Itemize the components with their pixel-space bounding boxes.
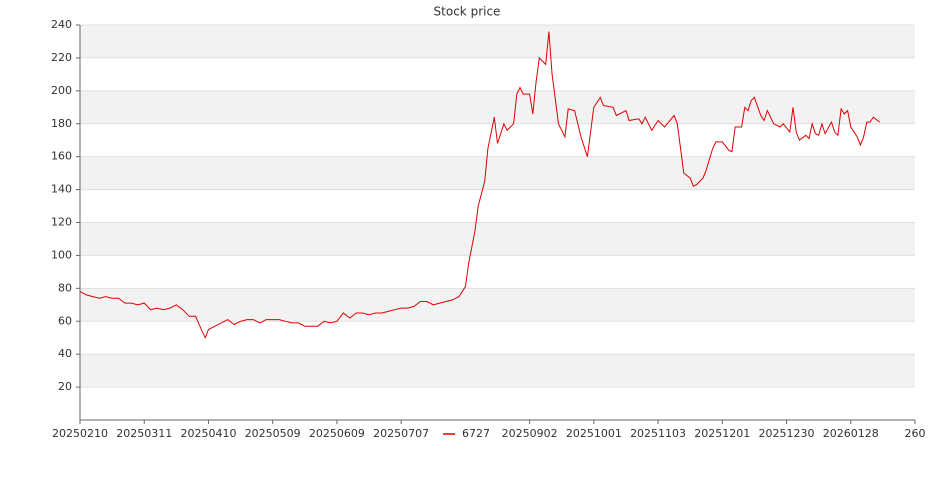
- x-tick-label: 20250210: [52, 427, 108, 440]
- grid: [80, 25, 915, 388]
- x-tick-label: 20250509: [245, 427, 301, 440]
- y-tick-label: 220: [51, 51, 72, 64]
- grid-band: [80, 354, 915, 388]
- y-tick-label: 180: [51, 117, 72, 130]
- y-tick-label: 160: [51, 150, 72, 163]
- grid-band: [80, 25, 915, 58]
- line: [79, 31, 881, 339]
- x-tick-label: 20251230: [759, 427, 815, 440]
- y-tick-label: 40: [58, 347, 72, 360]
- x-tick-label: 20250609: [309, 427, 365, 440]
- grid-band: [80, 222, 915, 256]
- x-tick-label: 20251001: [566, 427, 622, 440]
- grid-band: [80, 156, 915, 190]
- x-tick-label: 20250902: [502, 427, 558, 440]
- grid-band: [80, 288, 915, 322]
- x-tick-label: 20250311: [116, 427, 172, 440]
- chart-title: Stock price: [434, 5, 501, 19]
- y-tick-label: 240: [51, 18, 72, 31]
- y-tick-label: 20: [58, 380, 72, 393]
- x-tick-label: 20251201: [694, 427, 750, 440]
- legend-label: 6727: [462, 427, 490, 440]
- y-tick-label: 60: [58, 314, 72, 327]
- y-tick-label: 200: [51, 84, 72, 97]
- y-tick-label: 100: [51, 248, 72, 261]
- y-tick-label: 140: [51, 183, 72, 196]
- x-tick-label: 20250707: [373, 427, 429, 440]
- y-tick-label: 80: [58, 281, 72, 294]
- x-tick-label: 20251103: [630, 427, 686, 440]
- x-tick-label: 260: [905, 427, 926, 440]
- y-tick-label: 120: [51, 216, 72, 229]
- x-tick-label: 20260128: [823, 427, 879, 440]
- x-tick-label: 20250410: [180, 427, 236, 440]
- grid-band: [80, 90, 915, 124]
